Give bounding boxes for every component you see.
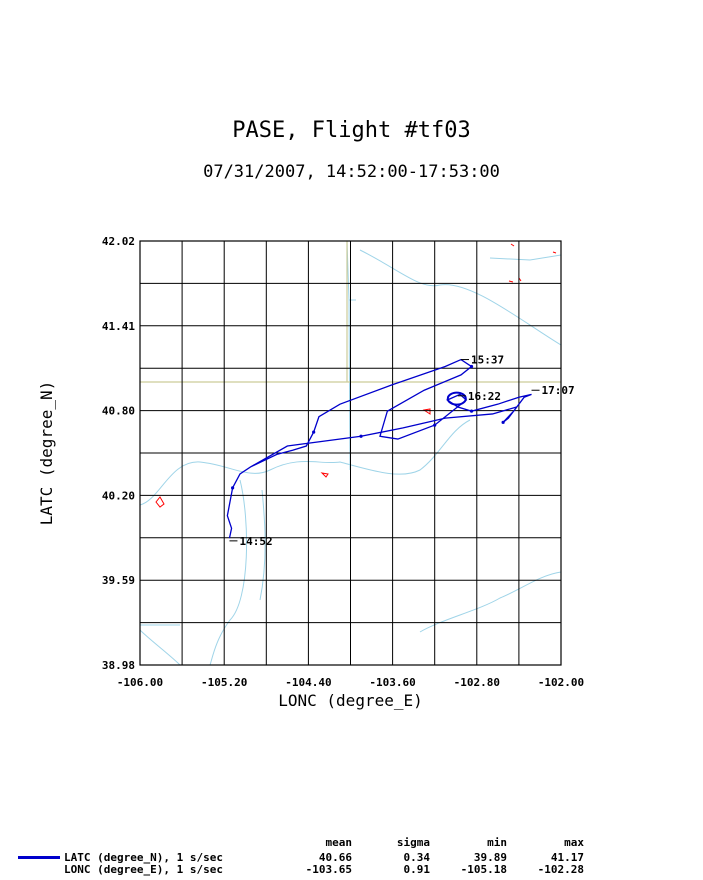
flight-track-point xyxy=(312,430,316,434)
y-tick-label: 41.41 xyxy=(102,320,135,333)
x-tick-label: -104.40 xyxy=(285,676,331,689)
stats-sigma: 0.34 xyxy=(403,851,431,864)
map-river-line xyxy=(489,254,562,261)
stats-min: 39.89 xyxy=(473,851,507,864)
y-tick-label: 39.59 xyxy=(102,574,135,587)
flight-track-point xyxy=(433,423,437,427)
flight-track-point xyxy=(231,486,235,490)
time-annotation-label: 16:22 xyxy=(468,390,501,403)
x-tick-label: -103.60 xyxy=(369,676,415,689)
map-city-marker xyxy=(155,243,557,508)
y-tick-label: 38.98 xyxy=(102,659,135,672)
y-tick-label: 42.02 xyxy=(102,235,135,248)
y-tick-label: 40.20 xyxy=(102,489,135,502)
stats-table: mean sigma min max LATC (degree_N), 1 s/… xyxy=(0,836,703,880)
x-tick-label: -102.00 xyxy=(538,676,584,689)
x-tick-label: -105.20 xyxy=(201,676,247,689)
map-river-line xyxy=(359,249,562,346)
chart-title: PASE, Flight #tf03 xyxy=(232,118,471,143)
stats-mean: 40.66 xyxy=(318,851,352,864)
time-annotation-label: 14:52 xyxy=(239,535,272,548)
y-tick-label: 40.80 xyxy=(102,405,135,418)
stats-header-min: min xyxy=(487,836,507,849)
y-axis-label: LATC (degree_N) xyxy=(37,381,56,526)
chart-plot: -106.00 -105.20 -104.40 -103.60 -102.80 -102.… xyxy=(37,235,584,710)
chart-subtitle: 07/31/2007, 14:52:00-17:53:00 xyxy=(203,162,500,182)
stats-mean: -103.65 xyxy=(305,863,352,876)
series-legend-swatch xyxy=(18,856,60,859)
stats-max: 41.17 xyxy=(550,851,584,864)
stats-row-lonc: LONC (degree_E), 1 s/sec -103.65 0.91 -1… xyxy=(0,863,703,876)
stats-row-latc: LATC (degree_N), 1 s/sec 40.66 0.34 39.8… xyxy=(0,851,703,864)
stats-row-label: LONC (degree_E), 1 s/sec xyxy=(64,863,223,876)
stats-row-label: LATC (degree_N), 1 s/sec xyxy=(64,851,223,864)
map-river-line xyxy=(346,240,356,471)
stats-min: -105.18 xyxy=(460,863,507,876)
x-tick-label: -106.00 xyxy=(117,676,163,689)
flight-track-point xyxy=(469,409,474,413)
flight-track-point xyxy=(501,420,505,424)
x-tick-label: -102.80 xyxy=(454,676,500,689)
map-river-line xyxy=(209,479,248,666)
flight-track-line xyxy=(226,358,532,539)
stats-max: -102.28 xyxy=(537,863,584,876)
stats-header-mean: mean xyxy=(325,836,353,849)
x-axis-label: LONC (degree_E) xyxy=(278,691,423,710)
map-river-line xyxy=(259,489,266,601)
stats-sigma: 0.91 xyxy=(403,863,431,876)
stats-header-max: max xyxy=(564,836,584,849)
flight-track-point xyxy=(359,434,363,438)
map-river-line xyxy=(139,419,471,506)
flight-track-loop xyxy=(446,391,467,406)
stats-header-sigma: sigma xyxy=(396,836,430,849)
map-river-line xyxy=(139,629,181,666)
time-annotation-label: 15:37 xyxy=(471,354,504,367)
time-annotation-label: 17:07 xyxy=(542,384,575,397)
plot-frame xyxy=(139,240,562,666)
flight-track-point xyxy=(469,364,474,369)
